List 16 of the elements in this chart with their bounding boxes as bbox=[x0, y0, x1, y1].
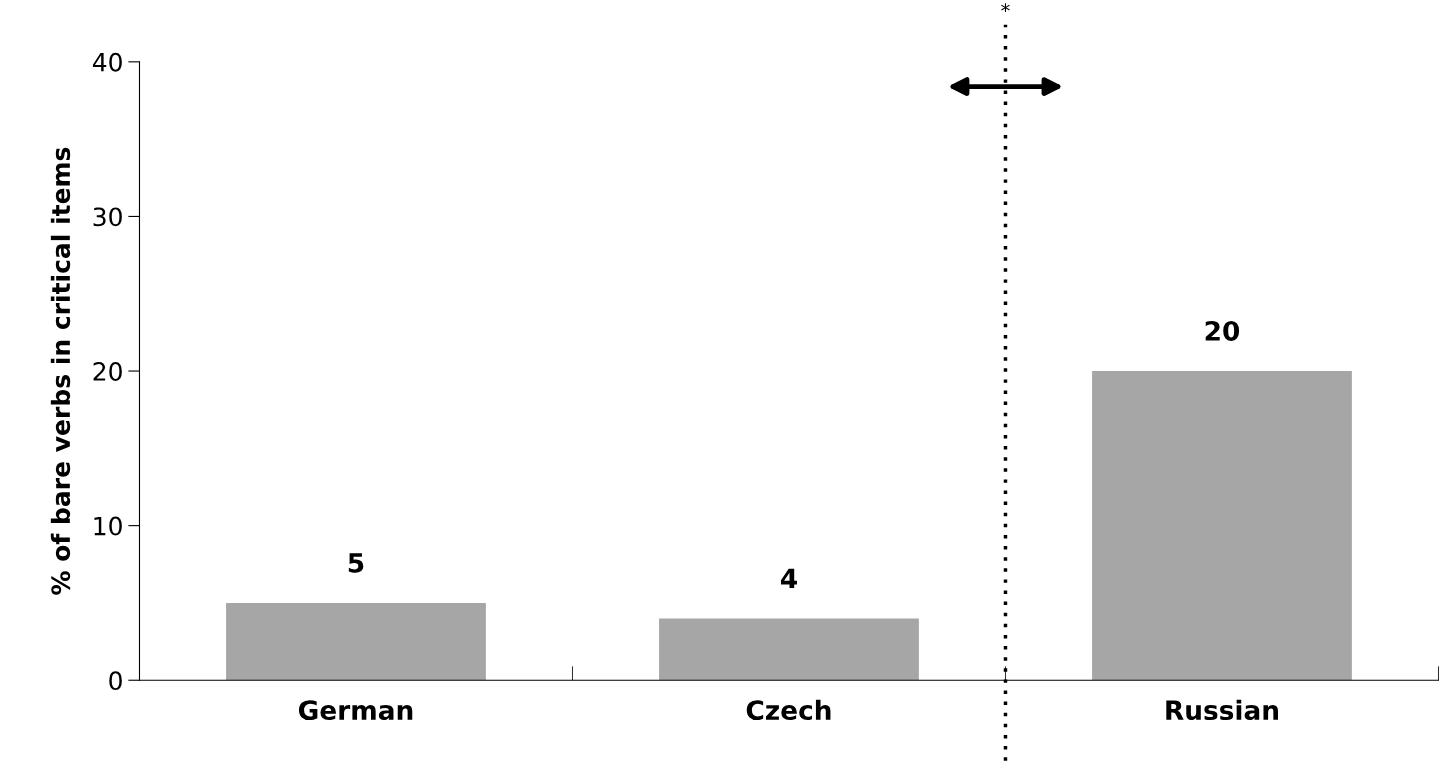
y-tick-label: 40 bbox=[92, 52, 122, 72]
bar bbox=[1092, 371, 1352, 681]
y-tick-label: 20 bbox=[93, 361, 122, 381]
data-label: 5 bbox=[348, 553, 364, 573]
data-label: 20 bbox=[1205, 320, 1240, 341]
y-tick-label: 10 bbox=[94, 516, 122, 536]
x-tick-label: German bbox=[298, 700, 413, 721]
bar bbox=[659, 618, 919, 681]
x-tick-label: Czech bbox=[746, 699, 831, 721]
y-axis-title: % of bare verbs in critical items bbox=[50, 147, 71, 595]
text: * bbox=[1001, 3, 1010, 13]
bar bbox=[226, 602, 486, 681]
y-tick-label: 0 bbox=[109, 671, 122, 691]
data-label: 4 bbox=[780, 568, 797, 588]
x-tick-label: Russian bbox=[1166, 699, 1278, 721]
y-tick-label: 30 bbox=[93, 207, 122, 227]
